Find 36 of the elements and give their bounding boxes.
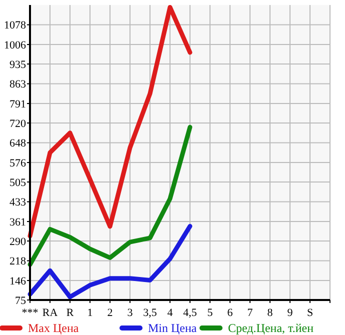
x-tick-label: 3 (127, 307, 134, 319)
line-series (28, 124, 192, 267)
y-tick-label: 648 (10, 138, 26, 150)
x-tick-label: 4 (167, 307, 174, 319)
x-tick-label: 3,5 (143, 307, 158, 319)
legend-label: Max Цена (28, 321, 80, 335)
y-tick-label: 433 (10, 196, 26, 209)
x-tick-label: 7 (247, 307, 254, 319)
y-tick-label: 791 (10, 98, 26, 110)
legend-label: Сред.Цена, т.йен (228, 321, 314, 335)
line-series (28, 224, 192, 300)
y-tick-label: 720 (10, 118, 26, 130)
y-tick-label: 1006 (4, 39, 26, 52)
x-tick-label: 1 (87, 307, 93, 319)
y-tick-label: 935 (10, 58, 26, 71)
x-tick-label: 4,5 (183, 307, 198, 319)
y-tick-label: 146 (10, 275, 26, 288)
x-tick-label: R (66, 307, 74, 319)
x-tick-label: 9 (287, 307, 294, 319)
x-tick-label: RA (42, 307, 58, 319)
line-series (28, 4, 192, 238)
legend-label: Min Цена (148, 321, 198, 335)
x-tick-label: *** (22, 307, 38, 319)
y-tick-label: 361 (10, 216, 26, 228)
x-tick-label: 8 (267, 307, 274, 319)
y-tick-label: 290 (10, 236, 26, 248)
y-tick-label: 75 (15, 294, 26, 307)
y-tick-label: 218 (10, 256, 26, 268)
x-tick-label: 5 (207, 307, 214, 319)
y-tick-label: 863 (10, 78, 26, 91)
y-tick-label: 505 (10, 176, 26, 189)
x-tick-label: S (306, 307, 314, 319)
x-tick-label: 2 (107, 307, 113, 319)
x-tick-label: 6 (227, 307, 234, 319)
y-tick-label: 1078 (4, 20, 26, 32)
y-tick-label: 576 (10, 157, 26, 170)
